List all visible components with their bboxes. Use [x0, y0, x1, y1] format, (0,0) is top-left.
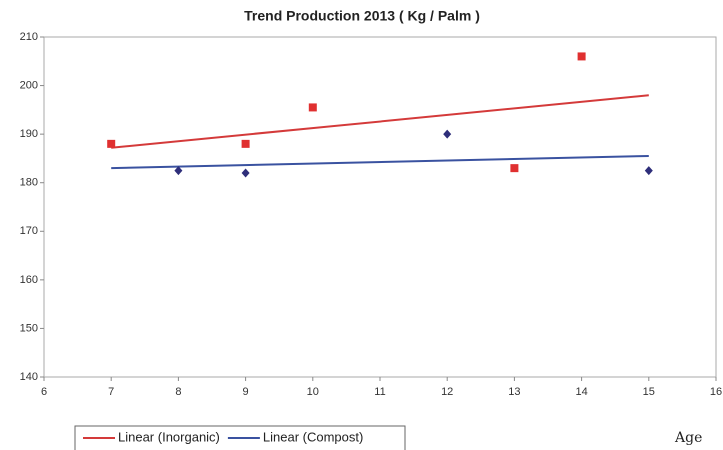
point: [443, 129, 452, 139]
point: [241, 168, 250, 178]
y-tick-label: 210: [20, 31, 38, 43]
point: [644, 166, 653, 176]
legend-label: Linear (Compost): [263, 429, 363, 444]
y-tick-label: 170: [20, 225, 38, 237]
x-tick-label: 12: [441, 386, 453, 398]
point: [510, 164, 519, 173]
x-tick-label: 14: [575, 386, 587, 398]
x-axis-label: Age: [674, 430, 702, 446]
legend-label: Linear (Inorganic): [118, 429, 220, 444]
trend-line: [111, 94, 649, 149]
x-tick-label: 15: [643, 386, 655, 398]
point: [577, 52, 586, 61]
x-tick-label: 8: [175, 386, 181, 398]
x-tick-label: 9: [243, 386, 249, 398]
point: [174, 166, 183, 176]
x-tick-label: 13: [508, 386, 520, 398]
y-tick-label: 180: [20, 177, 38, 189]
y-tick-label: 150: [20, 322, 38, 334]
y-tick-label: 200: [20, 79, 38, 91]
point: [241, 139, 250, 148]
y-tick-label: 140: [20, 371, 38, 383]
y-tick-label: 160: [20, 274, 38, 286]
x-tick-label: 16: [710, 386, 722, 398]
chart-title: Trend Production 2013 ( Kg / Palm ): [244, 8, 480, 24]
y-tick-label: 190: [20, 128, 38, 140]
trend-line: [111, 155, 649, 170]
x-tick-label: 7: [108, 386, 114, 398]
x-tick-label: 11: [374, 386, 385, 398]
x-tick-label: 6: [41, 386, 47, 398]
point: [107, 139, 116, 148]
point: [308, 103, 317, 112]
x-tick-label: 10: [307, 386, 319, 398]
plot-area: [43, 36, 717, 378]
